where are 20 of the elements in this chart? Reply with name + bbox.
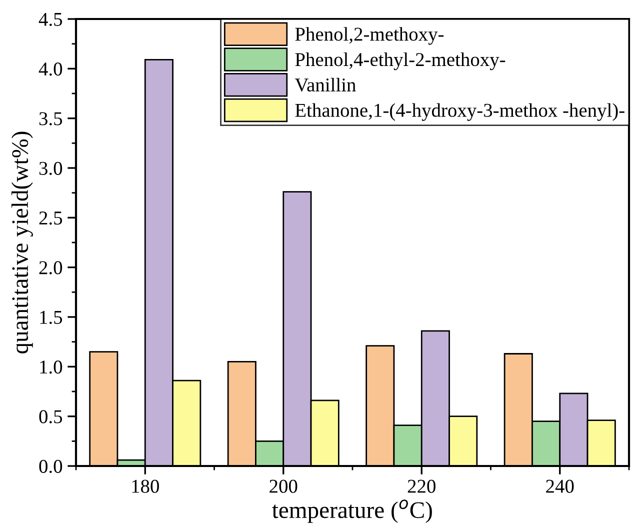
- y-tick-label: 2.0: [39, 261, 62, 274]
- y-tick-label: 2.5: [39, 212, 62, 225]
- y-tick-label: 1.0: [40, 360, 62, 374]
- legend-label: Vanillin: [294, 78, 356, 92]
- y-tick-label: 4.5: [38, 12, 62, 26]
- x-tick-label: 220: [408, 480, 436, 493]
- y-tick-label: 1.5: [40, 310, 62, 324]
- x-tick-label: 200: [270, 480, 298, 493]
- x-tick-label: 180: [132, 480, 159, 493]
- y-tick-label: 0.5: [39, 410, 62, 424]
- y-tick-label: 3.5: [39, 112, 62, 126]
- y-tick-label: 0.0: [39, 460, 62, 474]
- y-axis-title: quantitative yield(wt%): [11, 132, 33, 354]
- x-axis-title: temperature ($^{o}$C): [272, 500, 432, 523]
- y-tick-label: 4.0: [38, 62, 62, 76]
- legend-label: Phenol,2-methoxy-: [295, 27, 444, 45]
- legend-label: Ethanone,1-(4-hydroxy-3-methox -henyl)-: [295, 103, 624, 121]
- legend-label: Phenol,4-ethyl-2-methoxy-: [295, 52, 506, 70]
- y-tick-label: 3.0: [39, 162, 62, 176]
- x-tick-label: 240: [546, 480, 574, 493]
